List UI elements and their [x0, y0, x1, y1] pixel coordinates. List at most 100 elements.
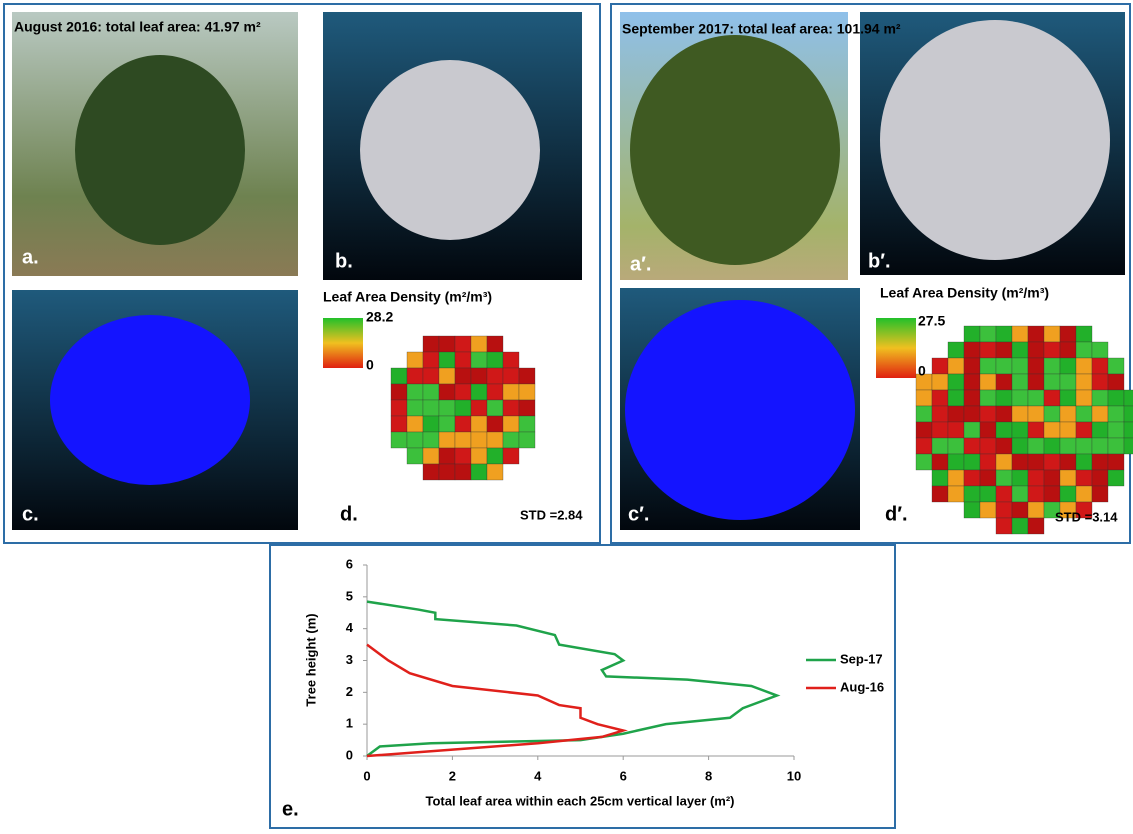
voxel — [1092, 358, 1108, 374]
voxel — [1076, 406, 1092, 422]
voxel — [487, 368, 503, 384]
panel-label: d′. — [885, 503, 908, 525]
voxel — [503, 400, 519, 416]
voxel — [407, 448, 423, 464]
voxel — [964, 438, 980, 454]
voxel — [439, 352, 455, 368]
voxel — [1012, 502, 1028, 518]
voxel — [932, 438, 948, 454]
voxel — [932, 454, 948, 470]
voxel — [916, 422, 932, 438]
voxel — [1060, 470, 1076, 486]
voxel — [1108, 390, 1124, 406]
y-tick-label: 4 — [346, 620, 354, 635]
voxel — [948, 342, 964, 358]
voxel — [407, 400, 423, 416]
voxel — [487, 432, 503, 448]
voxel — [996, 454, 1012, 470]
tree — [50, 315, 250, 485]
voxel — [439, 368, 455, 384]
voxel — [439, 400, 455, 416]
voxel — [1028, 342, 1044, 358]
voxel — [1092, 422, 1108, 438]
voxel — [1092, 438, 1108, 454]
voxel — [1012, 406, 1028, 422]
voxel — [423, 432, 439, 448]
voxel — [455, 432, 471, 448]
voxel — [1028, 374, 1044, 390]
voxel — [1124, 422, 1133, 438]
voxel — [1060, 358, 1076, 374]
voxel — [1108, 422, 1124, 438]
voxel — [471, 464, 487, 480]
voxel — [1028, 438, 1044, 454]
voxel — [1044, 390, 1060, 406]
voxel — [964, 502, 980, 518]
voxel — [503, 448, 519, 464]
voxel — [932, 406, 948, 422]
voxel — [391, 416, 407, 432]
std: STD =3.14 — [1055, 509, 1118, 524]
panel-label: a′. — [630, 253, 651, 275]
voxel — [439, 384, 455, 400]
voxel — [1124, 406, 1133, 422]
tree — [625, 300, 855, 520]
voxel — [1092, 470, 1108, 486]
voxel — [487, 416, 503, 432]
voxel — [948, 406, 964, 422]
voxel — [964, 406, 980, 422]
voxel — [503, 432, 519, 448]
voxel — [1092, 342, 1108, 358]
voxels — [391, 336, 535, 480]
voxel — [1012, 518, 1028, 534]
voxel — [1044, 454, 1060, 470]
panel-label: c. — [22, 503, 39, 525]
voxel — [948, 438, 964, 454]
voxel — [519, 384, 535, 400]
voxel — [964, 390, 980, 406]
series-line — [367, 645, 623, 756]
colorbar-min: 0 — [366, 357, 374, 373]
voxel — [1044, 342, 1060, 358]
voxel — [1012, 358, 1028, 374]
voxel — [948, 374, 964, 390]
voxel — [1044, 470, 1060, 486]
voxel — [1060, 342, 1076, 358]
voxel — [407, 368, 423, 384]
voxel — [916, 438, 932, 454]
voxel — [1108, 454, 1124, 470]
voxel — [455, 352, 471, 368]
voxel — [1124, 438, 1133, 454]
voxel — [1076, 454, 1092, 470]
voxel — [1012, 486, 1028, 502]
voxel — [1092, 374, 1108, 390]
panel-label: c′. — [628, 503, 649, 525]
voxel — [1012, 422, 1028, 438]
x-tick-label: 6 — [620, 768, 627, 783]
voxel — [948, 390, 964, 406]
voxel — [1044, 374, 1060, 390]
voxel — [503, 384, 519, 400]
voxel — [519, 368, 535, 384]
x-tick-label: 10 — [787, 768, 801, 783]
x-tick-label: 0 — [363, 768, 370, 783]
voxel — [519, 432, 535, 448]
panel-label: d. — [340, 503, 358, 525]
voxel — [1028, 486, 1044, 502]
voxel — [932, 358, 948, 374]
voxel — [980, 342, 996, 358]
voxel — [1028, 326, 1044, 342]
voxel — [980, 406, 996, 422]
voxel — [391, 368, 407, 384]
voxel — [1028, 358, 1044, 374]
voxel — [455, 448, 471, 464]
voxel — [964, 454, 980, 470]
voxel — [1044, 358, 1060, 374]
voxel — [948, 358, 964, 374]
voxel — [964, 374, 980, 390]
y-tick-label: 3 — [346, 652, 353, 667]
voxel — [1012, 470, 1028, 486]
voxel — [455, 416, 471, 432]
voxel — [1108, 438, 1124, 454]
voxel — [1108, 406, 1124, 422]
